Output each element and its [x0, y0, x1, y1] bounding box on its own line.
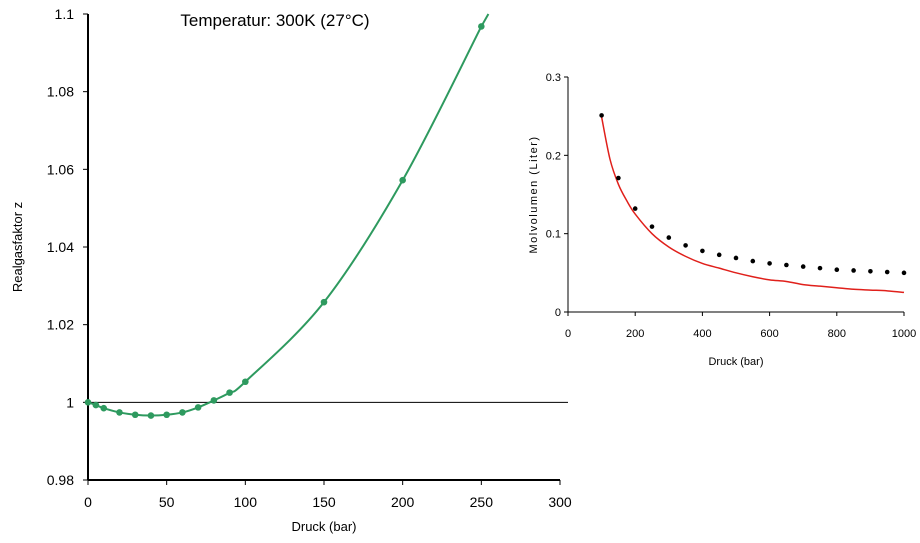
inset-data-point	[767, 261, 772, 266]
inset-y-tick-label: 0.1	[546, 229, 561, 241]
inset-y-tick-label: 0	[555, 307, 561, 319]
y-tick-label: 1.04	[47, 239, 74, 255]
x-tick-label: 200	[391, 494, 415, 510]
inset-data-point	[884, 269, 890, 275]
inset-data-point	[784, 262, 789, 268]
data-point	[100, 404, 108, 412]
x-tick-label: 100	[234, 494, 258, 510]
inset-data-point	[817, 265, 823, 271]
inset-data-point	[834, 267, 840, 273]
inset-data-point	[800, 264, 806, 269]
data-point	[210, 397, 218, 404]
inset-y-axis-label: Molvolumen (Liter)	[528, 135, 540, 253]
y-tick-label: 1	[66, 394, 74, 410]
main-axes	[83, 13, 568, 485]
inset-data-point	[901, 270, 907, 276]
data-point	[147, 412, 155, 419]
inset-data-point	[632, 206, 638, 211]
y-tick-label: 1.08	[47, 84, 74, 100]
inset-data-point	[649, 224, 655, 229]
inset-y-tick-label: 0.3	[546, 72, 561, 84]
data-point	[226, 389, 233, 396]
x-axis-label: Druck (bar)	[291, 519, 356, 534]
data-point	[84, 399, 92, 406]
inset-data-point	[616, 175, 621, 181]
data-point	[478, 23, 485, 30]
y-tick-label: 1.02	[47, 317, 74, 333]
y-axis-label: Realgasfaktor z	[10, 202, 25, 292]
inset-data-point	[716, 252, 722, 258]
data-point	[163, 411, 170, 419]
data-point	[194, 404, 202, 411]
data-point	[116, 409, 123, 416]
data-point	[92, 401, 100, 409]
inset-tick-labels: 0 200 400 600 800 1000 0 0.1 0.2 0.3	[546, 72, 917, 340]
main-tick-labels: 0 50 100 150 200 250 300 0.98 1 1.02 1.04 1.06 1.08 1…	[47, 6, 572, 510]
z-factor-curve	[87, 13, 490, 417]
main-chart: Temperatur: 300K (27°C) Druck (bar) Real…	[10, 6, 572, 534]
y-tick-label: 0.98	[47, 472, 74, 488]
inset-data-point	[750, 258, 756, 264]
inset-y-tick-label: 0.2	[546, 150, 561, 162]
molar-volume-curve	[600, 116, 905, 294]
x-tick-label: 300	[548, 494, 572, 510]
inset-data-point	[599, 113, 604, 118]
inset-data-point	[666, 235, 672, 240]
y-tick-label: 1.1	[55, 6, 75, 22]
inset-data-point	[733, 255, 739, 261]
data-point	[179, 409, 186, 416]
x-tick-label: 250	[470, 494, 494, 510]
main-data-marks	[84, 13, 490, 419]
inset-axes	[564, 76, 905, 316]
data-point	[320, 298, 328, 306]
inset-x-tick-label: 0	[565, 328, 571, 340]
inset-data-point	[851, 268, 856, 273]
inset-x-tick-label: 1000	[892, 328, 916, 340]
inset-data-marks	[599, 113, 907, 294]
x-tick-label: 150	[312, 494, 336, 510]
inset-x-tick-label: 200	[626, 328, 644, 340]
x-tick-label: 50	[159, 494, 175, 510]
inset-x-axis-label: Druck (bar)	[708, 356, 763, 368]
inset-x-tick-label: 400	[693, 328, 711, 340]
inset-data-point	[683, 243, 688, 248]
inset-data-point	[868, 268, 873, 274]
inset-chart: Druck (bar) Molvolumen (Liter) 0 200 400 60…	[528, 72, 916, 368]
x-tick-label: 0	[84, 494, 92, 510]
inset-data-point	[700, 248, 705, 254]
data-point	[399, 176, 406, 184]
data-point	[242, 378, 249, 386]
inset-x-tick-label: 800	[828, 328, 846, 340]
y-tick-label: 1.06	[47, 161, 74, 177]
chart-title: Temperatur: 300K (27°C)	[180, 11, 369, 30]
inset-x-tick-label: 600	[760, 328, 778, 340]
data-point	[131, 411, 139, 419]
